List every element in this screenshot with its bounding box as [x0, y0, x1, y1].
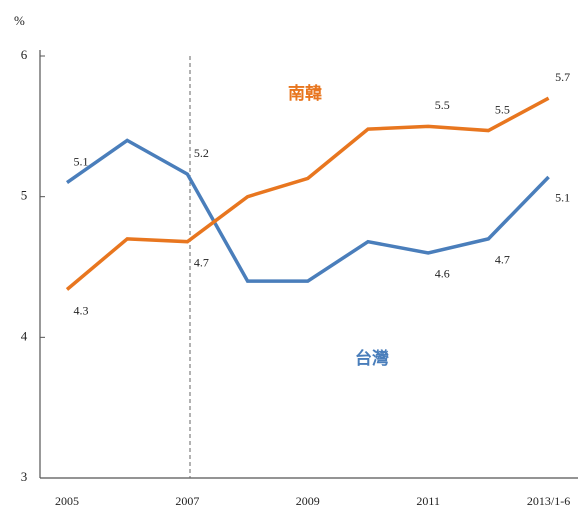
y-tick-label: 3 — [21, 469, 28, 484]
line-series — [65, 138, 550, 283]
data-label: 5.2 — [194, 146, 209, 160]
x-tick-label: 2013/1-6 — [527, 494, 570, 508]
data-label: 5.1 — [555, 191, 570, 205]
x-tick-label: 2009 — [296, 494, 320, 508]
y-axis-label: % — [14, 13, 25, 28]
x-tick-label: 2005 — [55, 494, 79, 508]
data-label: 5.7 — [555, 70, 570, 84]
y-tick-label: 6 — [21, 47, 28, 62]
data-label: 4.6 — [435, 267, 450, 281]
data-label: 5.5 — [435, 98, 450, 112]
x-tick-label: 2007 — [175, 494, 199, 508]
data-label: 4.7 — [194, 255, 209, 269]
x-tick-label: 2011 — [416, 494, 440, 508]
y-tick-label: 4 — [21, 328, 28, 343]
data-label: 4.7 — [495, 253, 510, 267]
data-label: 4.3 — [74, 303, 89, 317]
data-label: 5.5 — [495, 102, 510, 116]
y-tick-label: 5 — [21, 188, 28, 203]
data-label: 5.1 — [74, 154, 89, 168]
series-label: 南韓 — [288, 83, 322, 103]
line-series — [65, 96, 550, 291]
series-label: 台灣 — [355, 348, 389, 368]
